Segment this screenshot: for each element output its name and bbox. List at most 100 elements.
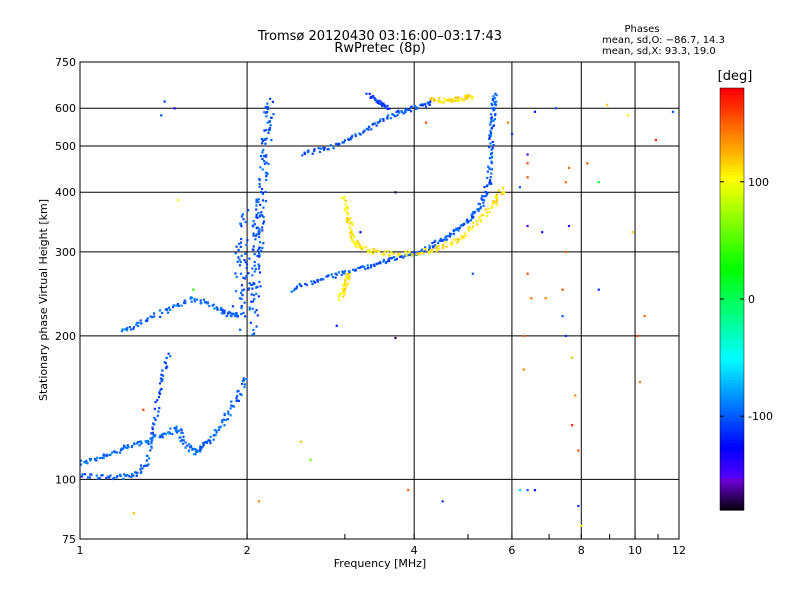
colorbar-segment bbox=[720, 369, 744, 374]
echo-point bbox=[150, 442, 153, 445]
echo-point bbox=[140, 440, 143, 443]
echo-point bbox=[83, 473, 87, 476]
echo-point bbox=[342, 141, 345, 144]
echo-point bbox=[251, 267, 254, 270]
echo-point bbox=[109, 453, 112, 456]
colorbar-tick-label: 100 bbox=[748, 176, 769, 189]
echo-point bbox=[226, 418, 229, 421]
echo-point bbox=[490, 182, 493, 185]
colorbar-segment bbox=[720, 337, 744, 342]
echo-point bbox=[471, 212, 474, 216]
colorbar-segment bbox=[720, 197, 744, 202]
colorbar-segment bbox=[720, 144, 744, 149]
echo-point bbox=[444, 236, 447, 239]
echo-point bbox=[184, 300, 187, 303]
echo-point bbox=[150, 446, 153, 449]
echo-point bbox=[457, 238, 460, 241]
colorbar-segment bbox=[720, 436, 744, 441]
echo-point bbox=[158, 382, 162, 385]
echo-point bbox=[238, 264, 242, 267]
echo-point bbox=[337, 143, 340, 146]
echo-point bbox=[433, 99, 436, 102]
echo-point bbox=[437, 244, 440, 247]
echo-point bbox=[116, 475, 119, 478]
echo-point bbox=[252, 245, 255, 248]
colorbar-segment bbox=[720, 450, 744, 455]
echo-point bbox=[258, 182, 261, 186]
echo-point bbox=[526, 153, 529, 156]
colorbar-segment bbox=[720, 390, 744, 395]
echo-point bbox=[261, 139, 264, 143]
echo-point bbox=[338, 293, 341, 296]
colorbar-segment bbox=[720, 207, 744, 212]
echo-point bbox=[369, 96, 372, 99]
echo-point bbox=[238, 297, 242, 300]
echo-point bbox=[263, 154, 266, 158]
echo-point bbox=[424, 103, 427, 106]
echo-point bbox=[378, 262, 381, 265]
echo-point bbox=[458, 227, 461, 230]
echo-point bbox=[567, 224, 571, 228]
echo-point bbox=[241, 294, 244, 297]
echo-point bbox=[200, 447, 203, 451]
echo-point bbox=[506, 121, 510, 124]
echo-point bbox=[267, 162, 270, 166]
echo-point bbox=[237, 242, 241, 245]
colorbar-segment bbox=[720, 404, 744, 409]
echo-point bbox=[444, 241, 447, 244]
echo-point bbox=[79, 459, 83, 462]
echo-point bbox=[322, 148, 326, 151]
echo-point bbox=[490, 168, 494, 171]
echo-point bbox=[492, 107, 495, 110]
echo-point bbox=[240, 382, 244, 386]
echo-point bbox=[235, 396, 238, 400]
echo-point bbox=[457, 229, 460, 232]
echo-point bbox=[258, 185, 261, 188]
echo-point bbox=[486, 192, 489, 195]
echo-point bbox=[166, 365, 169, 368]
echo-point bbox=[89, 459, 92, 462]
echo-point bbox=[261, 192, 264, 195]
echo-point bbox=[433, 240, 436, 244]
echo-point bbox=[330, 273, 333, 276]
echo-point bbox=[245, 263, 249, 266]
echo-point bbox=[349, 221, 352, 224]
echo-point bbox=[351, 239, 354, 242]
x-tick-label: 6 bbox=[508, 544, 515, 557]
echo-point bbox=[83, 461, 86, 464]
echo-point bbox=[258, 264, 261, 268]
stats-o-line: mean, sd,O: −86.7, 14.3 bbox=[602, 35, 725, 46]
echo-point bbox=[161, 379, 164, 382]
colorbar-segment bbox=[720, 228, 744, 233]
echo-point bbox=[120, 330, 124, 333]
echo-point bbox=[240, 254, 243, 257]
echo-point bbox=[161, 436, 164, 439]
echo-point bbox=[346, 206, 349, 210]
echo-point bbox=[258, 246, 261, 249]
echo-point bbox=[335, 142, 338, 146]
echo-point bbox=[311, 152, 314, 155]
colorbar-segment bbox=[720, 186, 744, 191]
echo-point bbox=[136, 441, 140, 444]
echo-point bbox=[359, 231, 362, 234]
echo-point bbox=[216, 308, 219, 311]
echo-point bbox=[263, 162, 266, 165]
echo-point bbox=[135, 323, 138, 327]
echo-point bbox=[367, 125, 371, 129]
colorbar-segment bbox=[720, 263, 744, 268]
echo-point bbox=[245, 275, 248, 278]
colorbar-segment bbox=[720, 109, 744, 114]
echo-point bbox=[93, 457, 96, 461]
echo-point bbox=[189, 297, 192, 300]
echo-point bbox=[526, 489, 529, 492]
echo-point bbox=[467, 220, 470, 223]
echo-point bbox=[343, 139, 347, 142]
colorbar-segment bbox=[720, 256, 744, 261]
echo-point bbox=[496, 197, 499, 200]
echo-point bbox=[312, 149, 316, 153]
echo-point bbox=[95, 459, 98, 462]
echo-point bbox=[223, 412, 226, 416]
echo-point bbox=[140, 442, 143, 445]
echo-point bbox=[492, 95, 495, 98]
echo-point bbox=[256, 254, 259, 257]
